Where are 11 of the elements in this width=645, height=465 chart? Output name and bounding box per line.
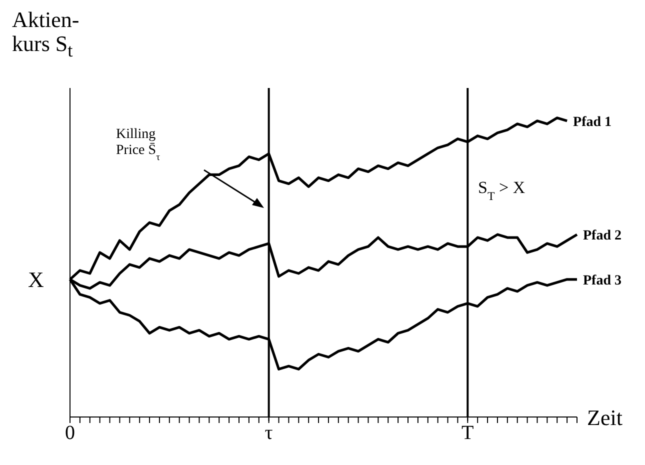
series-label: Pfad 1 [573, 114, 612, 130]
x-tick-label: τ [264, 422, 273, 444]
annotation: Killing Price S̄$_{τ}$ [116, 127, 160, 163]
x-axis-title: Zeit [587, 405, 622, 430]
text: X [28, 267, 44, 292]
series-label: Pfad 3 [583, 273, 622, 288]
x-tick-label: T [462, 422, 474, 444]
series-label: Pfad 2 [583, 228, 622, 244]
x-tick-label: 0 [65, 422, 75, 444]
y-axis-title: Aktien- kurs S$_{t}$ [12, 7, 80, 62]
annotation: S$_{T}$ > X [478, 178, 526, 203]
